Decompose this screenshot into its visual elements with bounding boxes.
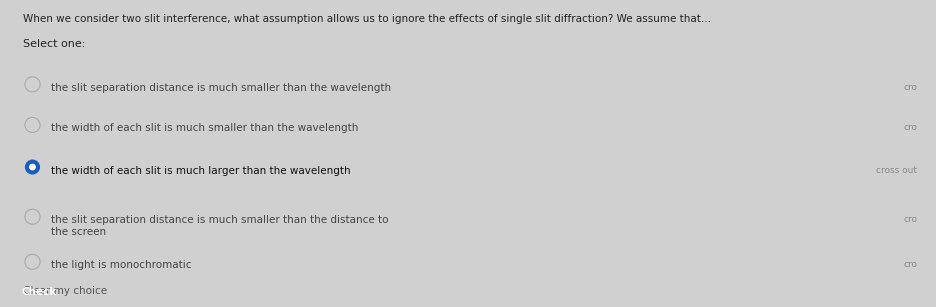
Ellipse shape [25,77,40,92]
Text: cross out: cross out [876,165,917,175]
Text: Select one:: Select one: [23,39,85,49]
Text: Clear my choice: Clear my choice [23,286,108,296]
Ellipse shape [25,160,40,175]
Text: cro: cro [903,215,917,224]
Text: the light is monochromatic: the light is monochromatic [51,260,192,270]
Text: cro: cro [903,260,917,269]
Ellipse shape [25,254,40,269]
Ellipse shape [25,209,40,224]
Ellipse shape [25,117,40,132]
Text: cro: cro [903,123,917,132]
Text: the slit separation distance is much smaller than the wavelength: the slit separation distance is much sma… [51,83,391,93]
Text: the width of each slit is much smaller than the wavelength: the width of each slit is much smaller t… [51,123,358,134]
Text: the width of each slit is much larger than the wavelength: the width of each slit is much larger th… [51,165,351,176]
Text: cro: cro [903,83,917,92]
Text: Check: Check [22,287,57,297]
Text: When we consider two slit interference, what assumption allows us to ignore the : When we consider two slit interference, … [23,14,711,24]
Text: the slit separation distance is much smaller than the distance to
the screen: the slit separation distance is much sma… [51,215,388,237]
Ellipse shape [29,164,36,170]
